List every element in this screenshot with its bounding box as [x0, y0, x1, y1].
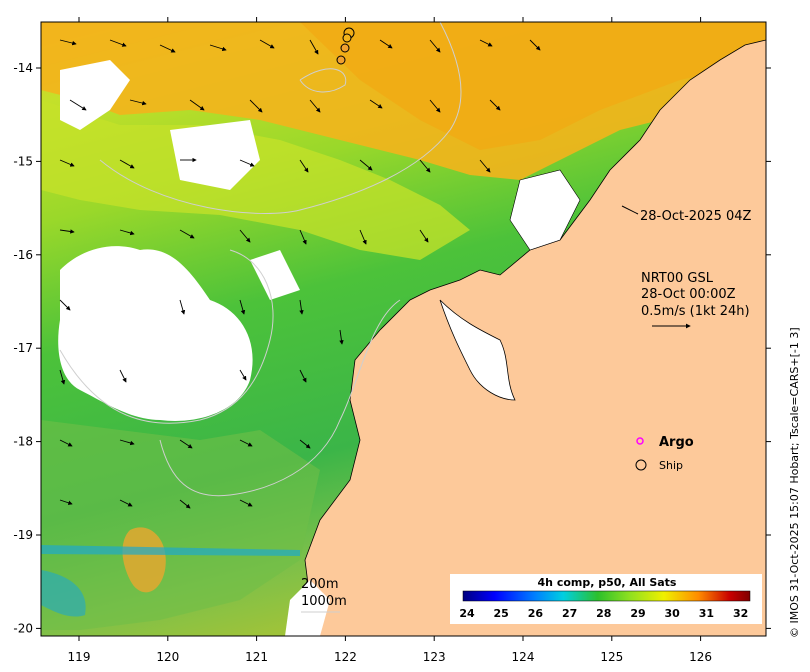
timestamp-leader — [621, 205, 639, 215]
cloud-mask — [58, 60, 300, 421]
colorbar-tick-label: 30 — [665, 607, 681, 620]
argo-marker — [636, 437, 644, 445]
product-label: NRT00 GSL — [641, 271, 714, 286]
lat-tick-label: -17 — [13, 341, 33, 355]
land-mass — [299, 39, 766, 636]
isobath-1000-label: 1000m — [301, 594, 347, 609]
cold-patch — [41, 570, 86, 617]
isobath-contours — [59, 22, 462, 497]
colorbar-ramp — [462, 590, 751, 602]
lat-tick-label: -18 — [13, 435, 33, 449]
lon-tick-label: 123 — [423, 650, 446, 664]
colorbar-tick-label: 28 — [596, 607, 611, 620]
lat-tick-label: -19 — [13, 528, 33, 542]
colorbar-tick-label: 26 — [528, 607, 544, 620]
cool-water-region — [41, 420, 320, 630]
scale-label: 0.5m/s (1kt 24h) — [641, 304, 750, 319]
warm-water-region-2 — [300, 22, 766, 150]
lon-tick-label: 126 — [689, 650, 712, 664]
colorbar-tick-label: 25 — [494, 607, 509, 620]
lon-tick-label: 124 — [512, 650, 535, 664]
lat-axis: -14 -15 -16 -17 -18 -19 -20 — [13, 61, 771, 635]
current-vectors — [59, 39, 541, 509]
lat-tick-label: -16 — [13, 248, 33, 262]
plot-frame — [40, 21, 767, 637]
coastal-cloud-edge — [509, 169, 581, 251]
timestamp-label: 28-Oct-2025 04Z — [640, 209, 752, 224]
colorbar-tick-label: 24 — [459, 607, 475, 620]
lon-tick-label: 122 — [334, 650, 357, 664]
transition-region — [41, 100, 470, 260]
lat-tick-label: -20 — [13, 621, 33, 635]
estuary — [439, 299, 516, 401]
argo-legend-label: Argo — [659, 435, 694, 450]
ship-legend-label: Ship — [659, 459, 683, 472]
product-time-label: 28-Oct 00:00Z — [641, 287, 736, 302]
ship-track — [336, 27, 355, 65]
colorbar-labels: 24 25 26 27 28 29 30 31 32 — [459, 607, 748, 620]
credit-text: © IMOS 31-Oct-2025 15:07 Hobart; Tscale=… — [788, 327, 801, 638]
isobath-200-label: 200m — [301, 577, 338, 592]
warm-eddy — [122, 527, 166, 593]
coastal-cloud-south — [285, 580, 330, 636]
colorbar-tick-label: 27 — [562, 607, 577, 620]
lat-tick-label: -14 — [13, 61, 33, 75]
colorbar-tick-label: 29 — [630, 607, 645, 620]
ship-marker — [635, 459, 647, 471]
cold-streak — [41, 545, 300, 556]
colorbar-tick-label: 32 — [733, 607, 748, 620]
colorbar: 4h comp, p50, All Sats 24 25 26 27 28 29 30 31 3… — [450, 574, 762, 624]
lon-tick-label: 125 — [600, 650, 623, 664]
lon-tick-label: 119 — [68, 650, 91, 664]
lat-tick-label: -15 — [13, 154, 33, 168]
colorbar-tick-label: 31 — [699, 607, 714, 620]
lon-tick-label: 121 — [245, 650, 268, 664]
lon-tick-label: 120 — [156, 650, 179, 664]
lon-axis: 119 120 121 122 123 124 125 126 — [68, 17, 712, 664]
colorbar-title: 4h comp, p50, All Sats — [538, 576, 677, 589]
